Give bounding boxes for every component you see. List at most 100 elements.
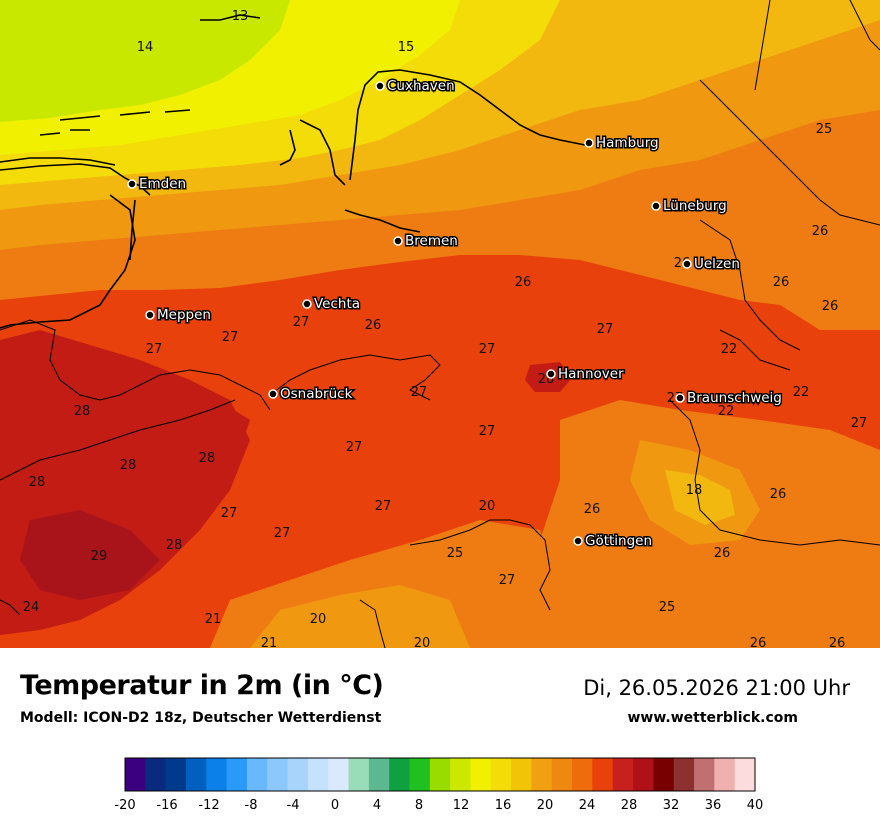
legend-swatch [511,758,532,791]
temperature-value: 25 [447,546,464,561]
city-göttingen[interactable]: Göttingen [573,532,654,551]
city-dot [375,81,385,91]
temperature-value: 21 [205,612,222,627]
city-bremen[interactable]: Bremen [393,232,459,251]
temperature-value: 26 [750,636,767,648]
legend-tick-label: 16 [495,798,512,813]
city-cuxhaven[interactable]: Cuxhaven [375,77,456,96]
temperature-value: 27 [293,315,310,330]
temperature-value: 15 [398,40,415,55]
temperature-value: 26 [773,275,790,290]
city-dot [546,369,556,379]
footer: Temperatur in 2m (in °C) Modell: ICON-D2… [0,648,880,830]
legend-tick-label: -8 [245,798,258,813]
city-label: Osnabrück [280,386,353,402]
legend-swatch [470,758,492,791]
city-uelzen[interactable]: Uelzen [682,255,741,274]
website-link[interactable]: www.wetterblick.com [627,710,799,726]
temperature-value: 28 [166,538,183,553]
temperature-value: 27 [479,424,496,439]
legend-swatch [612,758,634,791]
temperature-value: 22 [721,342,738,357]
legend-swatch [734,758,756,791]
temperature-value: 29 [91,549,108,564]
city-label: Cuxhaven [387,78,455,94]
temperature-value: 27 [375,499,392,514]
legend-tick-label: 24 [579,798,596,813]
zone-30-west [20,510,160,600]
legend-swatch [287,758,309,791]
legend-tick-label: 12 [453,798,470,813]
zone-22-south [250,585,470,648]
legend-swatch [653,758,675,791]
temperature-value: 27 [479,342,496,357]
city-label: Vechta [314,296,360,312]
legend-swatch [450,758,471,791]
map-title: Temperatur in 2m (in °C) [20,670,384,701]
city-meppen[interactable]: Meppen [145,306,212,325]
temperature-value: 28 [199,451,216,466]
city-dot [573,536,583,546]
temperature-value: 20 [414,636,431,648]
color-legend: -20 -16 -12 -8 -4 0 4 8 12 16 20 24 28 32 36 40 [0,748,880,828]
city-emden[interactable]: Emden [127,175,188,194]
temperature-value: 27 [499,573,516,588]
map-canvas: 13 14 15 25 26 26 26 26 26 27 26 27 27 27 27 22 28 27 22 27… [0,0,880,648]
legend-frame [124,757,756,792]
legend-swatch [125,758,146,791]
temperature-value: 28 [120,458,137,473]
legend-tick-label: -20 [114,798,135,813]
legend-swatch [551,758,573,791]
legend-tick-label: 32 [663,798,680,813]
temperature-value: 22 [718,404,735,419]
city-dot [584,138,594,148]
temperature-value: 24 [23,600,40,615]
city-braunschweig[interactable]: Braunschweig [675,389,783,408]
temperature-map[interactable]: 13 14 15 25 26 26 26 26 26 27 26 27 27 27 27 22 28 27 22 27… [0,0,880,648]
legend-tick-label: -12 [198,798,219,813]
city-osnabrück[interactable]: Osnabrück [268,385,354,404]
temperature-value: 27 [597,322,614,337]
temperature-value: 27 [851,416,868,431]
city-label: Meppen [157,307,211,323]
legend-swatch [531,758,553,791]
legend-swatch [348,758,370,791]
legend-swatch [592,758,614,791]
city-vechta[interactable]: Vechta [302,295,362,314]
city-hamburg[interactable]: Hamburg [584,134,660,153]
city-markers: Cuxhaven Hamburg Emden Lüneburg Bremen Uelzen… [127,77,783,551]
legend-tick-label: 20 [537,798,554,813]
zone-20-east [665,470,735,525]
temperature-value: 27 [274,526,291,541]
temperature-value: 25 [659,600,676,615]
value-labels: 13 14 15 25 26 26 26 26 26 27 26 27 27 27 27 22 28 27 22 27… [23,9,868,648]
legend-swatch [673,758,695,791]
temperature-value: 26 [829,636,846,648]
temperature-value: 27 [146,342,163,357]
legend-tick-label: 40 [747,798,764,813]
legend-swatch [368,758,390,791]
city-label: Emden [139,176,186,192]
coastline [0,14,586,329]
legend-swatch [185,758,207,791]
temperature-value: 26 [365,318,382,333]
legend-tick-label: 8 [415,798,423,813]
temperature-value: 27 [221,506,238,521]
temperature-value: 26 [515,275,532,290]
city-lüneburg[interactable]: Lüneburg [651,197,728,216]
temperature-value: 14 [137,40,154,55]
legend-swatch [307,758,329,791]
city-hannover[interactable]: Hannover [546,365,626,384]
city-label: Hannover [558,366,624,382]
legend-tick-label: -16 [156,798,177,813]
legend-swatch [633,758,654,791]
legend-swatch [226,758,248,791]
temperature-value: 26 [822,299,839,314]
legend-tick-label: 0 [331,798,339,813]
temperature-value: 27 [411,385,428,400]
temperature-value: 27 [346,440,363,455]
legend-swatch [409,758,431,791]
city-label: Braunschweig [687,390,782,406]
city-dot [651,201,661,211]
legend-swatch [714,758,736,791]
